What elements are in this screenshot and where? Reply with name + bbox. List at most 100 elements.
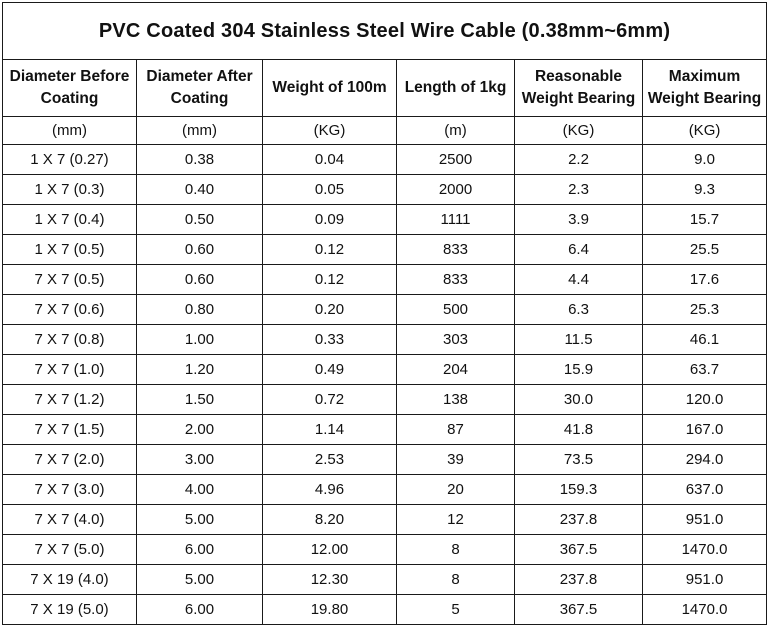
table-cell: 1470.0 xyxy=(641,534,768,565)
unit-cell: (m) xyxy=(396,116,515,145)
table-cell: 951.0 xyxy=(641,564,768,595)
column-header-diameter-before: Diameter Before Coating xyxy=(2,59,137,117)
table-cell: 7 X 7 (0.6) xyxy=(2,294,137,325)
table-cell: 25.3 xyxy=(641,294,768,325)
table-cell: 303 xyxy=(396,324,515,355)
table-cell: 237.8 xyxy=(514,504,643,535)
table-cell: 367.5 xyxy=(514,534,643,565)
table-cell: 138 xyxy=(396,384,515,415)
table-cell: 0.60 xyxy=(136,234,263,265)
column-header-maximum-bearing: Maximum Weight Bearing xyxy=(641,59,768,117)
table-cell: 8.20 xyxy=(262,504,397,535)
table-cell: 7 X 7 (0.8) xyxy=(2,324,137,355)
table-cell: 7 X 7 (0.5) xyxy=(2,264,137,295)
table-cell: 1 X 7 (0.27) xyxy=(2,144,137,175)
table-cell: 63.7 xyxy=(641,354,768,385)
table-title: PVC Coated 304 Stainless Steel Wire Cabl… xyxy=(1,2,768,60)
table-cell: 39 xyxy=(396,444,515,475)
table-cell: 1 X 7 (0.4) xyxy=(2,204,137,235)
table-cell: 12.00 xyxy=(262,534,397,565)
table-cell: 0.72 xyxy=(262,384,397,415)
table-cell: 9.0 xyxy=(641,144,768,175)
table-cell: 0.50 xyxy=(136,204,263,235)
table-cell: 0.80 xyxy=(136,294,263,325)
units-row: (mm) (mm) (KG) (m) (KG) (KG) xyxy=(2,116,768,145)
table-cell: 0.04 xyxy=(262,144,397,175)
table-cell: 7 X 7 (1.2) xyxy=(2,384,137,415)
table-cell: 2.53 xyxy=(262,444,397,475)
table-cell: 367.5 xyxy=(514,594,643,625)
table-row: 7 X 7 (1.0) 1.20 0.49 204 15.9 63.7 xyxy=(2,354,768,385)
table-cell: 1 X 7 (0.3) xyxy=(2,174,137,205)
table-row: 1 X 7 (0.27) 0.38 0.04 2500 2.2 9.0 xyxy=(2,144,768,175)
table-cell: 0.60 xyxy=(136,264,263,295)
table-cell: 7 X 7 (2.0) xyxy=(2,444,137,475)
table-row: 1 X 7 (0.5) 0.60 0.12 833 6.4 25.5 xyxy=(2,234,768,265)
table-cell: 833 xyxy=(396,264,515,295)
table-row: 7 X 7 (1.2) 1.50 0.72 138 30.0 120.0 xyxy=(2,384,768,415)
table-cell: 8 xyxy=(396,534,515,565)
table-cell: 7 X 7 (3.0) xyxy=(2,474,137,505)
table-cell: 0.09 xyxy=(262,204,397,235)
table-cell: 1111 xyxy=(396,204,515,235)
column-header-weight-100m: Weight of 100m xyxy=(262,59,397,117)
table-cell: 4.00 xyxy=(136,474,263,505)
table-cell: 237.8 xyxy=(514,564,643,595)
unit-cell: (mm) xyxy=(2,116,137,145)
table-cell: 7 X 7 (1.0) xyxy=(2,354,137,385)
table-cell: 167.0 xyxy=(641,414,768,445)
table-row: 1 X 7 (0.3) 0.40 0.05 2000 2.3 9.3 xyxy=(2,174,768,205)
table-cell: 7 X 7 (5.0) xyxy=(2,534,137,565)
table-cell: 2000 xyxy=(396,174,515,205)
unit-cell: (KG) xyxy=(514,116,643,145)
unit-cell: (KG) xyxy=(262,116,397,145)
table-cell: 15.9 xyxy=(514,354,643,385)
table-cell: 73.5 xyxy=(514,444,643,475)
table-row: 7 X 7 (0.8) 1.00 0.33 303 11.5 46.1 xyxy=(2,324,768,355)
header-row: Diameter Before Coating Diameter After C… xyxy=(2,59,768,117)
table-cell: 120.0 xyxy=(641,384,768,415)
table-cell: 20 xyxy=(396,474,515,505)
table-cell: 0.38 xyxy=(136,144,263,175)
table-row: 7 X 7 (3.0) 4.00 4.96 20 159.3 637.0 xyxy=(2,474,768,505)
table-cell: 0.49 xyxy=(262,354,397,385)
table-cell: 7 X 19 (5.0) xyxy=(2,594,137,625)
table-cell: 500 xyxy=(396,294,515,325)
table-cell: 294.0 xyxy=(641,444,768,475)
table-cell: 19.80 xyxy=(262,594,397,625)
table-cell: 17.6 xyxy=(641,264,768,295)
table-cell: 87 xyxy=(396,414,515,445)
table-row: 7 X 7 (4.0) 5.00 8.20 12 237.8 951.0 xyxy=(2,504,768,535)
table-cell: 159.3 xyxy=(514,474,643,505)
table-cell: 833 xyxy=(396,234,515,265)
table-cell: 7 X 7 (1.5) xyxy=(2,414,137,445)
column-header-reasonable-bearing: Reasonable Weight Bearing xyxy=(514,59,643,117)
table-cell: 0.12 xyxy=(262,264,397,295)
column-header-diameter-after: Diameter After Coating xyxy=(136,59,263,117)
table-cell: 1.20 xyxy=(136,354,263,385)
table-cell: 0.20 xyxy=(262,294,397,325)
table-cell: 25.5 xyxy=(641,234,768,265)
table-head: PVC Coated 304 Stainless Steel Wire Cabl… xyxy=(1,2,768,145)
unit-cell: (mm) xyxy=(136,116,263,145)
table-cell: 0.33 xyxy=(262,324,397,355)
table-row: 7 X 19 (4.0) 5.00 12.30 8 237.8 951.0 xyxy=(2,564,768,595)
table-cell: 0.12 xyxy=(262,234,397,265)
unit-cell: (KG) xyxy=(641,116,768,145)
table-row: 1 X 7 (0.4) 0.50 0.09 1111 3.9 15.7 xyxy=(2,204,768,235)
table-cell: 11.5 xyxy=(514,324,643,355)
column-header-length-1kg: Length of 1kg xyxy=(396,59,515,117)
table-cell: 1.50 xyxy=(136,384,263,415)
table-cell: 1470.0 xyxy=(641,594,768,625)
table-cell: 951.0 xyxy=(641,504,768,535)
title-row: PVC Coated 304 Stainless Steel Wire Cabl… xyxy=(1,2,768,60)
table-row: 7 X 7 (1.5) 2.00 1.14 87 41.8 167.0 xyxy=(2,414,768,445)
table-cell: 7 X 19 (4.0) xyxy=(2,564,137,595)
table-row: 7 X 7 (2.0) 3.00 2.53 39 73.5 294.0 xyxy=(2,444,768,475)
table-cell: 2500 xyxy=(396,144,515,175)
table-cell: 8 xyxy=(396,564,515,595)
table-cell: 15.7 xyxy=(641,204,768,235)
table-cell: 6.3 xyxy=(514,294,643,325)
